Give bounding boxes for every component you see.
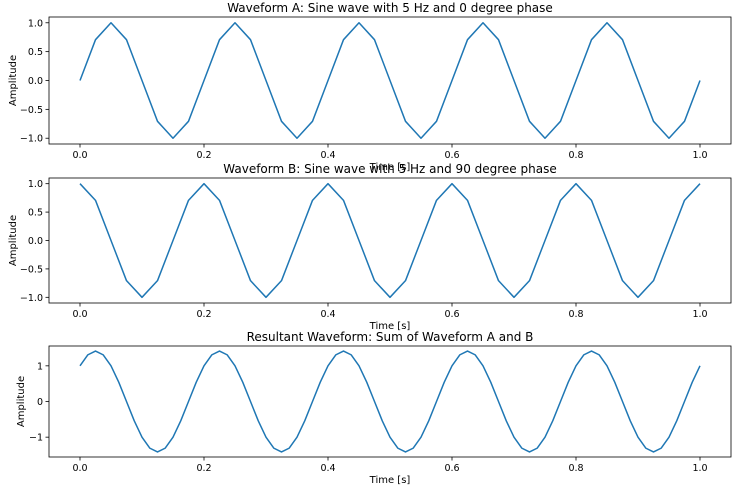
chart-2-x-axis-label: Time [s] <box>369 321 411 332</box>
chart-2-x-tick-label: 0.8 <box>568 309 583 320</box>
chart-2-x-tick-label: 0.6 <box>444 309 459 320</box>
chart-1-x-tick-label: 0.4 <box>320 150 335 161</box>
chart-1-x-tick-label: 0.6 <box>444 150 459 161</box>
chart-3-series-line <box>79 350 701 453</box>
chart-1-y-tick-label: 0.0 <box>28 76 43 87</box>
chart-3-x-tick-label: 0.4 <box>320 463 335 474</box>
chart-3-y-axis-label: Amplitude <box>16 376 27 427</box>
chart-3-x-axis-label: Time [s] <box>369 475 411 486</box>
chart-1-y-tick-label: −1.0 <box>20 134 43 145</box>
chart-2-y-tick-label: 0.5 <box>28 208 43 219</box>
chart-1: Waveform A: Sine wave with 5 Hz and 0 de… <box>8 1 732 173</box>
chart-3-x-tick-label: 0.0 <box>72 463 87 474</box>
chart-1-x-tick-label: 0.2 <box>196 150 211 161</box>
chart-1-y-axis-label: Amplitude <box>8 55 19 106</box>
chart-2-y-tick-label: −1.0 <box>20 293 43 304</box>
chart-2-y-tick-label: −0.5 <box>20 264 43 275</box>
chart-2-x-tick-label: 0.0 <box>72 309 87 320</box>
chart-3-x-tick-label: 1.0 <box>692 463 707 474</box>
chart-3-y-tick-label: 1 <box>37 361 43 372</box>
chart-2: Waveform B: Sine wave with 5 Hz and 90 d… <box>8 162 732 332</box>
chart-2-x-tick-label: 1.0 <box>692 309 707 320</box>
chart-1-x-axis-label: Time [s] <box>369 162 411 173</box>
chart-2-y-tick-label: 1.0 <box>28 179 43 190</box>
chart-2-x-tick-label: 0.2 <box>196 309 211 320</box>
chart-1-y-tick-label: 0.5 <box>28 47 43 58</box>
chart-1-x-tick-label: 1.0 <box>692 150 707 161</box>
chart-3-x-tick-label: 0.8 <box>568 463 583 474</box>
chart-3-x-tick-label: 0.6 <box>444 463 459 474</box>
chart-2-title: Waveform B: Sine wave with 5 Hz and 90 d… <box>223 162 556 176</box>
chart-2-y-axis-label: Amplitude <box>8 215 19 266</box>
chart-3-x-tick-label: 0.2 <box>196 463 211 474</box>
chart-3-y-tick-label: 0 <box>37 397 43 408</box>
chart-1-y-tick-label: 1.0 <box>28 18 43 29</box>
chart-3-y-tick-label: −1 <box>29 433 43 444</box>
chart-1-series-line <box>79 22 701 139</box>
chart-2-y-tick-label: 0.0 <box>28 236 43 247</box>
chart-1-x-tick-label: 0.8 <box>568 150 583 161</box>
chart-1-x-tick-label: 0.0 <box>72 150 87 161</box>
chart-2-x-tick-label: 0.4 <box>320 309 335 320</box>
chart-2-series-line <box>79 182 701 299</box>
chart-3-title: Resultant Waveform: Sum of Waveform A an… <box>247 330 534 344</box>
chart-1-y-tick-label: −0.5 <box>20 105 43 116</box>
chart-1-title: Waveform A: Sine wave with 5 Hz and 0 de… <box>227 1 553 15</box>
chart-3: Resultant Waveform: Sum of Waveform A an… <box>16 330 732 486</box>
